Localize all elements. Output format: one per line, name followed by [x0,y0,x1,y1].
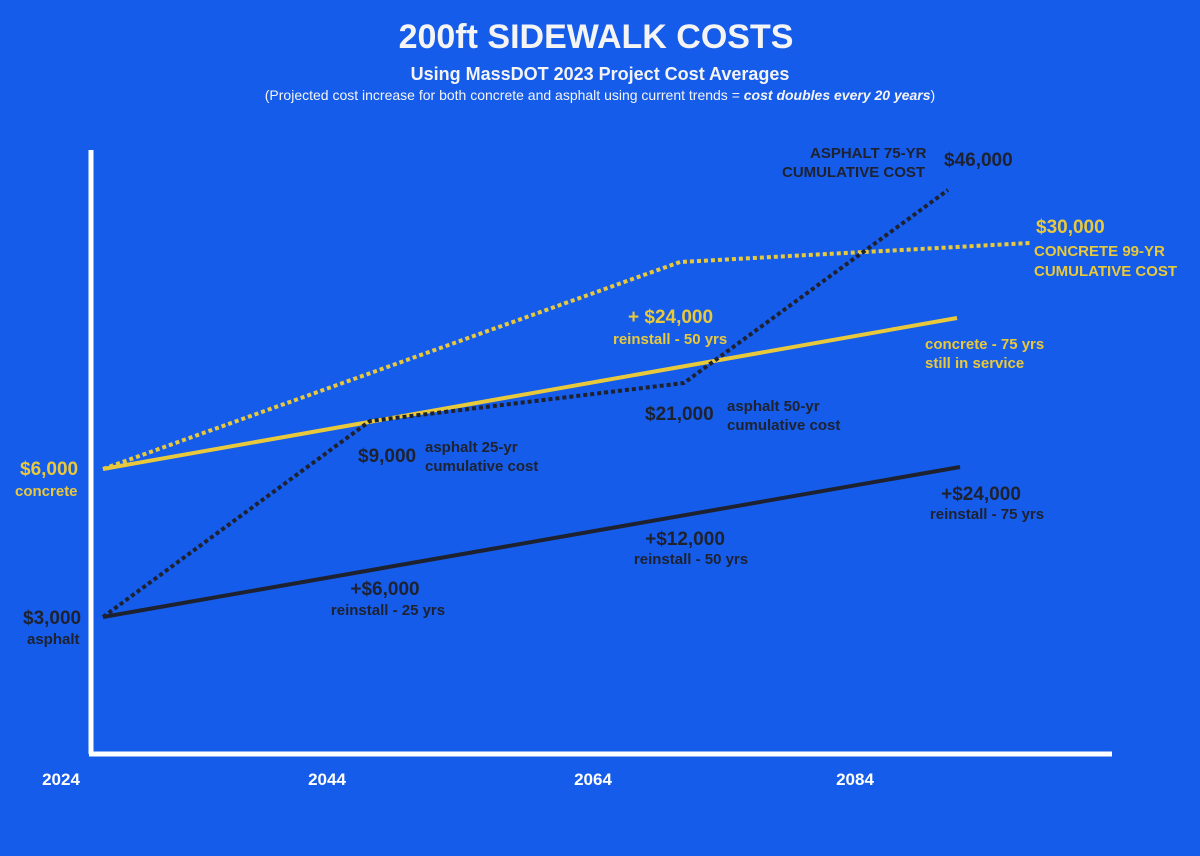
concrete-99yr-label-2: CUMULATIVE COST [1034,263,1178,280]
series-line-concrete-cumulative [102,241,1031,471]
asphalt-25yr-value: $9,000 [358,446,417,467]
asphalt-start-label: asphalt [27,631,80,648]
series-layer [101,188,1031,619]
note-suffix: ) [930,87,936,103]
reinstall-75-label: reinstall - 75 yrs [929,506,1045,523]
asphalt-50yr-label-1: asphalt 50-yr [727,398,820,415]
asphalt-75yr-label-1: ASPHALT 75-YR [810,145,927,162]
chart-note: (Projected cost increase for both concre… [265,87,935,103]
chart-title: 200ft SIDEWALK COSTS [398,18,794,56]
series-line-asphalt [102,465,961,619]
asphalt-25yr-label-1: asphalt 25-yr [425,439,518,456]
concrete-75yr-label-1: concrete - 75 yrs [925,336,1045,353]
concrete-reinstall-label: reinstall - 50 yrs [613,331,728,348]
reinstall-25-value: +$6,000 [350,579,420,600]
concrete-99yr-label-1: CONCRETE 99-YR [1034,243,1165,260]
x-tick-label: 2064 [574,770,612,789]
series-line-concrete [102,316,958,471]
x-tick-label: 2044 [308,770,346,789]
concrete-75yr-label-2: still in service [925,355,1025,372]
x-tick-label: 2024 [42,770,80,789]
chart-subtitle: Using MassDOT 2023 Project Cost Averages [410,64,790,84]
reinstall-25-label: reinstall - 25 yrs [330,602,446,619]
reinstall-75-value: +$24,000 [941,484,1021,505]
concrete-reinstall-value: + $24,000 [628,307,714,328]
x-tick-label: 2084 [836,770,874,789]
reinstall-50-value: +$12,000 [645,529,725,550]
asphalt-75yr-value: $46,000 [944,150,1013,171]
concrete-99yr-value: $30,000 [1036,217,1105,238]
reinstall-50-label: reinstall - 50 yrs [633,551,749,568]
asphalt-25yr-label-2: cumulative cost [425,458,539,475]
asphalt-start-value: $3,000 [23,608,82,629]
asphalt-50yr-label-2: cumulative cost [727,417,841,434]
note-emphasis: cost doubles every 20 years [743,87,931,103]
note-prefix: (Projected cost increase for both concre… [264,87,744,103]
asphalt-75yr-label-2: CUMULATIVE COST [782,164,926,181]
concrete-start-label: concrete [15,483,78,500]
series-line-asphalt-cumulative [101,188,950,619]
asphalt-50yr-value: $21,000 [645,404,714,425]
concrete-start-value: $6,000 [20,459,79,480]
